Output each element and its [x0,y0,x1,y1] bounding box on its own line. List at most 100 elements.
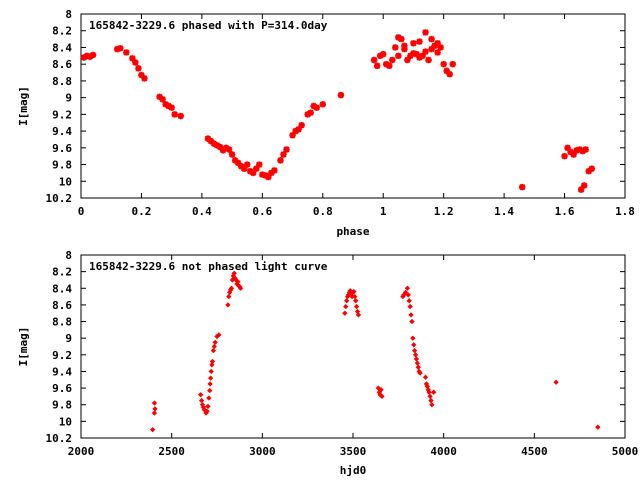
data-point [268,169,275,177]
x-tick-label: 1.2 [434,205,454,218]
data-point [373,62,381,70]
x-tick-label: 3500 [340,445,367,458]
data-point [307,109,314,116]
y-tick-label: 8 [65,249,72,262]
x-tick-label: 0.2 [132,205,152,218]
x-tick-label: 1.6 [555,205,575,218]
data-point [212,339,218,346]
data-point [440,60,447,68]
data-point [241,165,248,172]
data-point [398,35,405,43]
y-axis-label: I[mag] [17,86,30,126]
data-point [206,387,213,394]
data-point [449,60,456,68]
data-point [265,173,272,181]
data-point [211,343,218,350]
data-point [156,93,163,100]
y-tick-label: 9.2 [52,108,72,121]
data-point [588,165,595,172]
data-point [401,45,408,53]
data-point [378,387,384,393]
data-point [422,374,429,381]
y-tick-label: 9.4 [52,365,72,378]
y-tick-label: 8.4 [52,282,72,295]
data-point [231,157,239,164]
data-point [582,146,589,153]
y-tick-label: 9.8 [52,399,72,412]
y-tick-label: 8.6 [52,58,72,71]
data-point [228,151,236,158]
data-point [319,101,326,108]
x-tick-label: 0.6 [252,205,272,218]
data-point [406,297,412,304]
data-point [413,50,420,58]
data-point [410,342,417,348]
data-point [225,302,231,308]
data-point [237,163,245,170]
y-tick-label: 8.8 [52,316,72,329]
data-point [561,152,568,160]
data-point [216,143,224,151]
data-point [283,146,290,153]
x-tick-label: 0.8 [313,205,333,218]
data-point [138,71,145,79]
data-point [577,186,585,193]
y-tick-label: 8.2 [52,266,72,279]
data-point [553,379,559,386]
data-point [171,111,178,118]
data-point [379,393,385,400]
data-point [407,52,414,60]
data-point [395,52,402,60]
y-tick-label: 9 [65,332,72,345]
data-point [280,151,287,158]
data-point [152,406,158,412]
x-tick-label: 0.4 [192,205,212,218]
y-tick-label: 10.2 [46,192,73,205]
data-point [337,91,345,99]
data-point [386,62,393,70]
data-point [250,169,257,177]
data-point [405,292,412,298]
data-point [204,408,210,415]
data-point [207,381,213,387]
data-point [226,293,232,300]
chart-panel-1: 0 0.2 0.4 0.6 0.8 1 1.2 1.4 1.6 1.8 8 8.2 8.4 8.6 8.8 9… [17,8,635,238]
x-tick-label: 2500 [158,445,185,458]
data-point [343,297,350,304]
data-point [209,358,216,365]
y-tick-label: 8 [65,8,72,21]
data-point [129,55,136,62]
x-axis-label: hjd0 [340,464,367,477]
data-point [410,335,416,341]
data-point [434,40,441,47]
data-point [149,426,156,433]
x-tick-label: 0 [78,205,85,218]
data-point [123,49,130,56]
data-point [342,303,349,310]
x-tick-label: 1 [380,205,387,218]
data-point [205,403,211,410]
chart-title: 165842-3229.6 not phased light curve [89,260,328,273]
y-axis-label: I[mag] [17,327,30,367]
x-tick-label: 1.8 [615,205,635,218]
data-point [564,144,571,152]
data-point [298,122,305,129]
y-tick-label: 8.8 [52,75,72,88]
data-point [434,49,441,56]
data-point [351,288,357,295]
data-point [407,303,413,310]
data-point [228,285,235,292]
data-point [132,59,139,66]
data-point [313,104,320,111]
x-tick-label: 2000 [68,445,95,458]
data-point [342,310,348,316]
y-tick-label: 9.6 [52,382,72,395]
data-point [417,370,423,376]
data-point [570,151,577,158]
data-point [204,135,212,142]
data-point [237,285,244,292]
data-point [168,104,175,111]
y-tick-label: 8.4 [52,41,72,54]
data-point [408,312,414,318]
